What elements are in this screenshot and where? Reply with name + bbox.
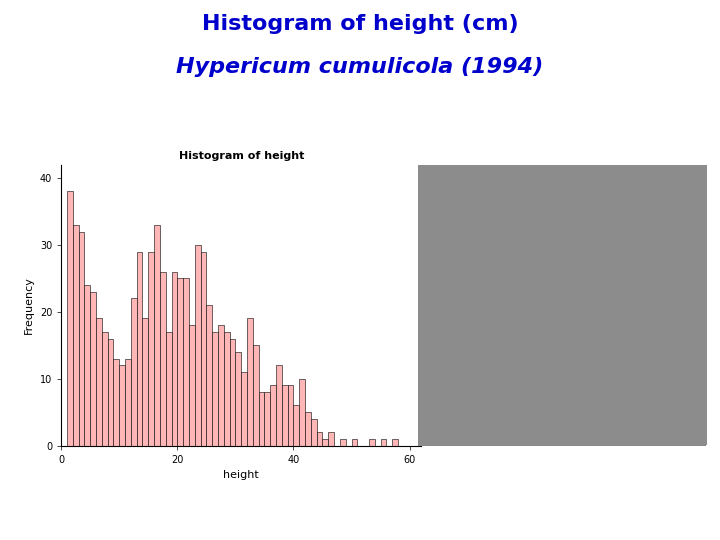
X-axis label: height: height [223,470,259,480]
Bar [247,319,253,445]
Bar [381,439,387,446]
Bar [96,319,102,445]
Bar [264,392,270,445]
Bar [230,339,235,445]
Bar [137,252,143,446]
Bar [258,392,264,445]
Bar [189,325,194,446]
Title: Histogram of height: Histogram of height [179,151,304,161]
Bar [300,379,305,445]
Bar [218,325,224,446]
Bar [177,278,183,446]
Bar [73,225,78,446]
Bar [131,299,137,445]
Bar [288,386,294,446]
Bar [212,332,218,446]
Bar [90,292,96,446]
Bar [143,319,148,445]
Bar [317,432,323,445]
Bar [305,412,311,445]
Bar [323,439,328,446]
Bar [241,372,247,445]
Bar [253,345,258,446]
Y-axis label: Frequency: Frequency [24,276,35,334]
Bar [114,359,120,445]
Bar [270,386,276,446]
Bar [392,439,398,446]
Text: Hypericum cumulicola (1994): Hypericum cumulicola (1994) [176,57,544,77]
Bar [154,225,160,446]
Bar [67,192,73,446]
Bar [171,272,177,446]
Bar [102,332,108,446]
Bar [311,418,317,445]
Bar [125,359,131,445]
Text: Histogram of height (cm): Histogram of height (cm) [202,14,518,33]
Bar [276,365,282,446]
Bar [183,278,189,446]
Bar [166,332,171,446]
Bar [282,386,288,446]
Bar [201,252,207,446]
Bar [160,272,166,446]
Bar [224,332,230,446]
Bar [340,439,346,446]
Bar [351,439,357,446]
Bar [235,352,241,446]
Bar [84,285,90,446]
Bar [207,305,212,446]
Bar [294,406,300,446]
Bar [120,365,125,446]
Bar [148,252,154,446]
Bar [328,432,334,445]
Bar [194,245,201,446]
Bar [78,232,84,446]
Bar [369,439,374,446]
Bar [108,339,114,445]
